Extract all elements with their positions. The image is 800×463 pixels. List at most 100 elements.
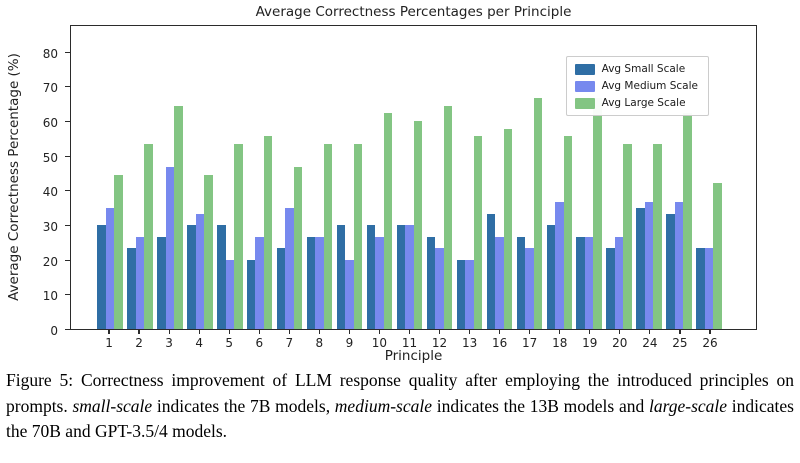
x-tick-18: 18 (545, 330, 575, 356)
x-tick-24: 24 (635, 330, 665, 356)
x-tick-3: 3 (154, 330, 184, 356)
bar (234, 144, 243, 329)
bar (516, 236, 526, 329)
bar (323, 144, 333, 329)
x-tick-label: 17 (522, 336, 538, 350)
x-tick-label: 12 (431, 336, 448, 350)
bar (127, 248, 136, 329)
legend: Avg Small Scale Avg Medium Scale Avg Large… (565, 56, 709, 116)
y-tick-mark (65, 294, 70, 296)
x-tick-12: 12 (425, 330, 455, 356)
x-tick-label: 9 (345, 336, 354, 350)
bar (443, 105, 453, 329)
bar (486, 213, 496, 329)
x-tick-mark (408, 330, 411, 334)
x-tick-mark (649, 330, 651, 334)
bar-group-26 (694, 26, 724, 329)
chart-title: Average Correctness Percentages per Prin… (255, 4, 572, 20)
bar (584, 236, 594, 329)
bar-group-10 (365, 26, 395, 329)
caption-segment: indicates the 13B models and (432, 395, 649, 416)
bar (653, 144, 662, 329)
bars-container (71, 26, 756, 329)
x-tick-8: 8 (304, 330, 334, 356)
x-tick-mark (258, 330, 260, 334)
x-tick-mark (378, 330, 381, 334)
bar (683, 113, 692, 329)
bar-group-19 (574, 26, 604, 329)
plot-area: Avg Small Scale Avg Medium Scale Avg Large… (70, 25, 757, 330)
bar (704, 248, 714, 329)
bar (413, 121, 423, 329)
y-tick-mark (65, 51, 70, 53)
x-tick-mark (138, 330, 140, 334)
y-tick-mark (65, 328, 70, 330)
x-tick-mark (168, 330, 170, 334)
x-tick-label: 2 (135, 336, 143, 350)
caption-segment: Figure 5: Correctness improvement of LLM… (6, 370, 794, 416)
bar (97, 225, 106, 329)
legend-swatch (574, 97, 595, 109)
bar-group-20 (604, 26, 634, 329)
y-tick-mark (65, 224, 70, 227)
x-tick-2: 2 (124, 330, 154, 356)
x-tick-label: 1 (105, 336, 113, 350)
bar (606, 248, 615, 329)
x-tick-mark (679, 330, 681, 334)
legend-label: Avg Small Scale (601, 63, 686, 75)
bar (405, 225, 414, 329)
x-tick-mark (318, 330, 320, 334)
bar (623, 144, 632, 329)
x-tick-mark (198, 330, 200, 334)
caption-segment: indicates the 70B and GPT-3.5/4 models. (6, 395, 794, 442)
x-tick-mark (468, 330, 471, 334)
x-tick-mark (108, 330, 110, 334)
x-tick-7: 7 (274, 330, 304, 356)
bar-group-5 (215, 26, 245, 329)
x-tick-label: 8 (315, 336, 324, 350)
x-tick-label: 25 (672, 336, 688, 350)
bar (696, 248, 705, 329)
legend-label: Avg Large Scale (601, 97, 686, 109)
legend-label: Avg Medium Scale (601, 80, 698, 92)
y-tick-mark (65, 120, 70, 123)
bar (336, 225, 346, 329)
x-tick-label: 20 (612, 336, 628, 350)
bar (383, 113, 393, 329)
bar-group-25 (664, 26, 694, 329)
x-tick-20: 20 (605, 330, 635, 356)
y-tick-label: 80 (42, 46, 58, 61)
bar-group-16 (484, 26, 514, 329)
bar (293, 167, 303, 329)
x-tick-mark (348, 330, 350, 334)
x-tick-mark (589, 330, 591, 334)
caption-segment: small-scale (72, 395, 153, 416)
bar (473, 136, 483, 329)
caption-segment: indicates the 7B models, (152, 395, 335, 416)
bar (217, 225, 226, 329)
bar (187, 225, 196, 329)
y-tick-label: 20 (42, 254, 58, 269)
bar (593, 97, 602, 329)
x-tick-label: 4 (195, 336, 203, 350)
bar (576, 236, 585, 329)
bar-group-2 (125, 26, 155, 329)
caption-segment: large-scale (648, 395, 728, 416)
bar (563, 136, 573, 329)
y-tick-label: 50 (42, 150, 58, 165)
bar (644, 201, 654, 329)
y-tick-label: 40 (42, 185, 58, 200)
bar-group-13 (454, 26, 484, 329)
bar (375, 236, 384, 329)
x-tick-16: 16 (485, 330, 515, 356)
x-tick-9: 9 (334, 330, 364, 356)
x-tick-mark (529, 330, 531, 334)
bar (315, 236, 324, 329)
bar-group-4 (185, 26, 215, 329)
bar (255, 236, 264, 329)
x-tick-mark (709, 330, 711, 334)
bar (396, 225, 406, 329)
y-tick-label: 30 (42, 220, 58, 235)
bar (285, 207, 294, 329)
bar (614, 236, 624, 329)
